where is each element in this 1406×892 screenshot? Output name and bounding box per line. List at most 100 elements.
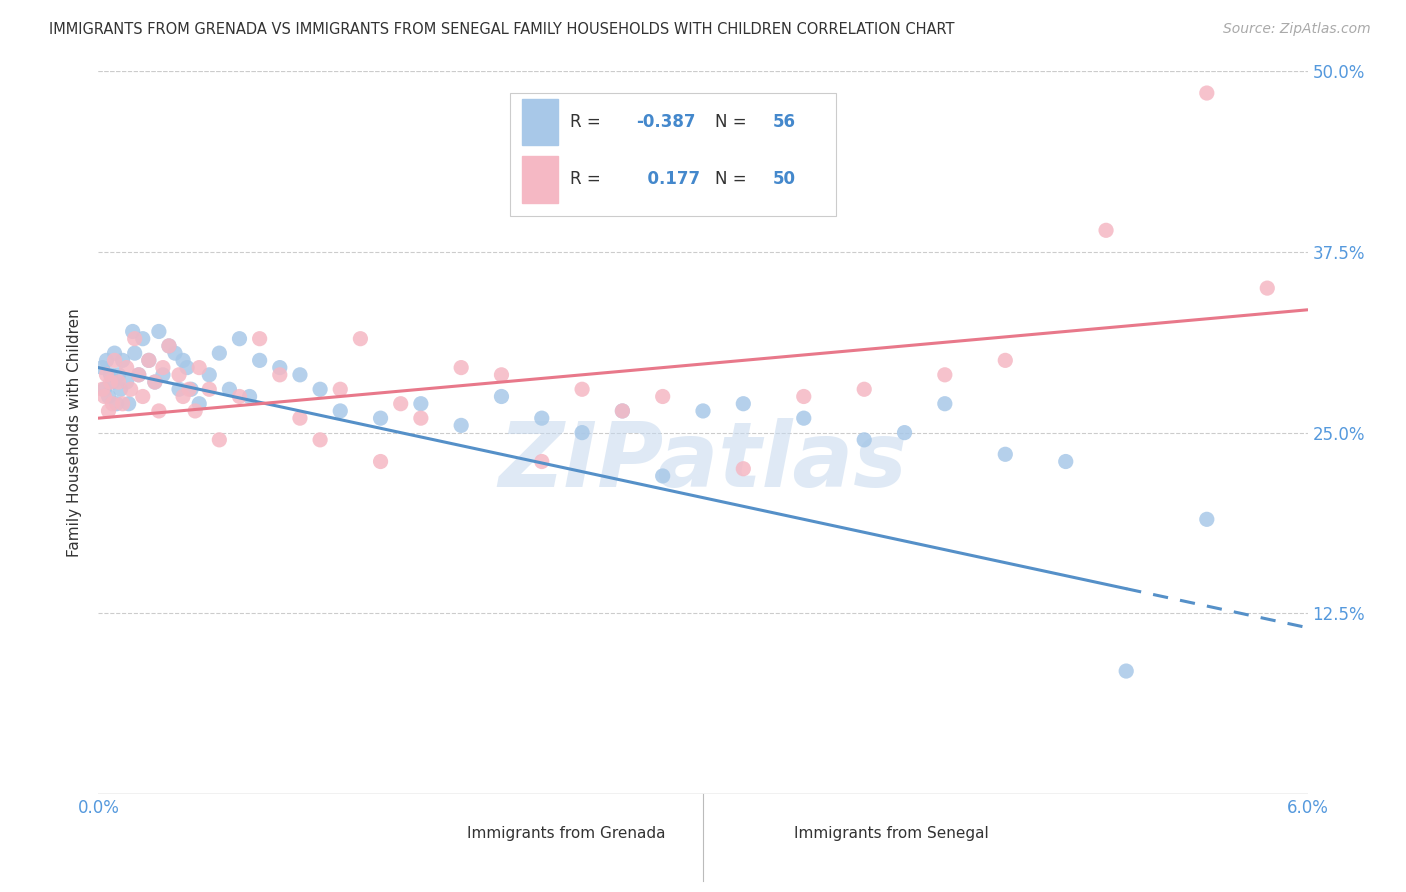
Text: ZIPatlas: ZIPatlas — [499, 417, 907, 506]
Point — [288, 411, 311, 425]
Point — [100, 375, 122, 389]
Point — [530, 411, 553, 425]
Point — [269, 368, 291, 382]
Point — [96, 368, 118, 382]
Point — [120, 382, 142, 396]
Point — [249, 353, 271, 368]
Point — [218, 382, 240, 396]
Point — [132, 332, 155, 346]
Point — [93, 389, 115, 403]
Point — [163, 346, 186, 360]
Point — [349, 332, 371, 346]
Point — [157, 339, 180, 353]
Text: Immigrants from Grenada: Immigrants from Grenada — [467, 826, 665, 841]
Point — [184, 404, 207, 418]
Text: R =: R = — [569, 170, 606, 188]
Point — [651, 389, 673, 403]
Point — [138, 353, 160, 368]
Point — [793, 411, 815, 425]
Point — [101, 397, 124, 411]
Point — [132, 389, 155, 403]
Point — [110, 382, 132, 396]
Point — [124, 346, 146, 360]
Point — [91, 382, 114, 396]
Point — [107, 368, 129, 382]
Point — [239, 389, 262, 403]
Point — [389, 397, 412, 411]
Point — [329, 382, 352, 396]
Point — [571, 425, 593, 440]
Point — [128, 368, 150, 382]
Point — [571, 382, 593, 396]
Point — [180, 382, 202, 396]
Point — [167, 368, 190, 382]
Point — [733, 462, 755, 476]
Point — [1195, 512, 1218, 526]
Point — [309, 433, 332, 447]
Point — [143, 375, 166, 389]
Point — [733, 397, 755, 411]
Point — [228, 332, 250, 346]
Point — [409, 411, 432, 425]
Point — [370, 411, 392, 425]
Point — [288, 368, 311, 382]
Point — [934, 368, 956, 382]
Point — [612, 404, 634, 418]
Point — [148, 404, 170, 418]
Point — [172, 389, 194, 403]
Point — [450, 360, 472, 375]
Text: 0.177: 0.177 — [637, 170, 700, 188]
Point — [91, 360, 114, 375]
Text: R =: R = — [569, 112, 606, 130]
Point — [152, 360, 174, 375]
Point — [651, 469, 673, 483]
Bar — [758, 822, 785, 846]
Text: N =: N = — [716, 170, 752, 188]
FancyBboxPatch shape — [509, 93, 837, 216]
Text: Immigrants from Senegal: Immigrants from Senegal — [793, 826, 988, 841]
Point — [97, 404, 120, 418]
Point — [491, 368, 513, 382]
Point — [105, 397, 128, 411]
Point — [228, 389, 250, 403]
Point — [994, 353, 1017, 368]
Point — [530, 454, 553, 468]
Text: -0.387: -0.387 — [637, 112, 696, 130]
Point — [853, 382, 876, 396]
Point — [152, 368, 174, 382]
Point — [143, 375, 166, 389]
Y-axis label: Family Households with Children: Family Households with Children — [67, 309, 83, 557]
Point — [1115, 664, 1137, 678]
Point — [1054, 454, 1077, 468]
Point — [188, 360, 211, 375]
Point — [269, 360, 291, 375]
Point — [370, 454, 392, 468]
Point — [409, 397, 432, 411]
Point — [148, 325, 170, 339]
Point — [172, 353, 194, 368]
Point — [208, 346, 231, 360]
Point — [115, 360, 138, 375]
Point — [107, 375, 129, 389]
Point — [853, 433, 876, 447]
Point — [111, 397, 134, 411]
Text: N =: N = — [716, 112, 752, 130]
Point — [188, 397, 211, 411]
Point — [1195, 86, 1218, 100]
Point — [103, 346, 125, 360]
Point — [96, 353, 118, 368]
Point — [198, 368, 221, 382]
Point — [934, 397, 956, 411]
Text: Source: ZipAtlas.com: Source: ZipAtlas.com — [1223, 22, 1371, 37]
Point — [101, 375, 124, 389]
Point — [118, 397, 141, 411]
Point — [179, 382, 201, 396]
Point — [208, 433, 231, 447]
Point — [111, 353, 134, 368]
Point — [167, 382, 190, 396]
Point — [97, 389, 120, 403]
Point — [157, 339, 180, 353]
Point — [128, 368, 150, 382]
Point — [793, 389, 815, 403]
Bar — [522, 156, 558, 203]
